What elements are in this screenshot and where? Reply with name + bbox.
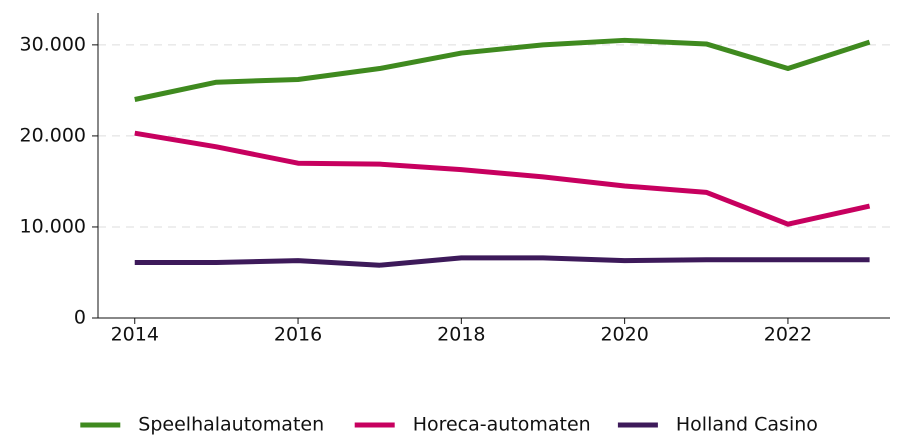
x-tick-label: 2014 — [111, 324, 159, 346]
series-line — [134, 130, 871, 227]
x-tick-label: 2020 — [600, 324, 648, 346]
y-tick-label: 30.000 — [20, 33, 86, 55]
legend-label: Holland Casino — [676, 414, 818, 436]
series-line — [134, 255, 870, 268]
y-tick-label: 0 — [74, 307, 86, 329]
series-line — [134, 37, 871, 102]
legend-label: Horeca-automaten — [413, 414, 591, 436]
legend-label: Speelhalautomaten — [138, 414, 324, 436]
x-tick-label: 2018 — [437, 324, 485, 346]
y-tick-label: 20.000 — [20, 124, 86, 146]
x-tick-label: 2022 — [764, 324, 812, 346]
y-tick-label: 10.000 — [20, 215, 86, 237]
x-tick-label: 2016 — [274, 324, 322, 346]
